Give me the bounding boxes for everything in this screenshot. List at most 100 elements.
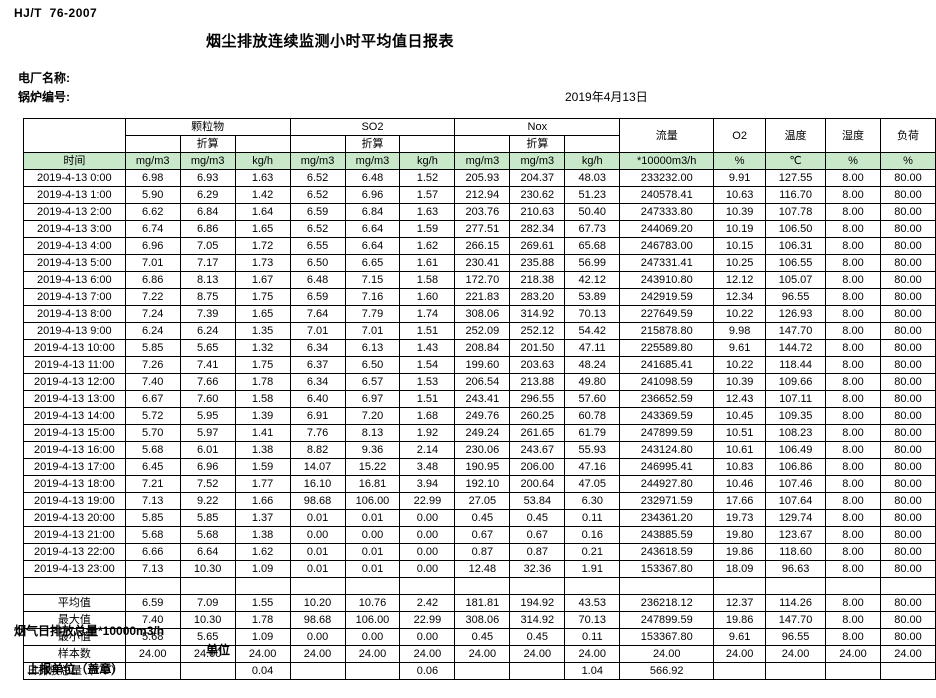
cell-value: 206.00	[509, 458, 566, 476]
page-title: 烟尘排放连续监测小时平均值日报表	[205, 33, 454, 50]
cell-value: 22.99	[399, 611, 456, 629]
cell-value: 10.25	[713, 254, 767, 272]
cell-value: 7.66	[179, 373, 236, 391]
cell-value: 24.00	[619, 645, 715, 663]
cell-value: 80.00	[879, 220, 936, 238]
cell-value: 1.09	[234, 560, 291, 578]
cell-value: 181.81	[454, 594, 511, 612]
cell-value: 7.26	[124, 356, 181, 374]
header-time-blank	[23, 118, 126, 153]
cell-value: 1.52	[399, 169, 456, 187]
cell-value: 109.66	[765, 373, 827, 391]
cell-value: 8.82	[289, 441, 346, 459]
cell-time: 2019-4-13 13:00	[23, 390, 126, 408]
cell-value: 230.62	[509, 186, 566, 204]
cell-value: 10.39	[713, 373, 767, 391]
cell-value: 47.11	[564, 339, 621, 357]
cell-value: 218.38	[509, 271, 566, 289]
cell-value	[454, 662, 511, 680]
cell-value: 7.13	[124, 492, 181, 510]
cell-value: 0.00	[289, 526, 346, 544]
header-group-nox: Nox	[454, 118, 621, 136]
header-so2-blank2	[399, 135, 456, 153]
cell-value: 6.29	[179, 186, 236, 204]
cell-value: 12.37	[713, 594, 767, 612]
cell-value: 9.98	[713, 322, 767, 340]
cell-value: 190.95	[454, 458, 511, 476]
cell-value: 8.00	[825, 356, 881, 374]
cell-time: 2019-4-13 7:00	[23, 288, 126, 306]
cell-value: 5.97	[179, 424, 236, 442]
cell-value: 106.50	[765, 220, 827, 238]
unit-nox-mgm3: mg/m3	[454, 152, 511, 170]
cell-value: 1.38	[234, 441, 291, 459]
cell-value: 12.43	[713, 390, 767, 408]
cell-value: 7.01	[124, 254, 181, 272]
unit-temperature: ℃	[765, 152, 827, 170]
data-row: 2019-4-13 1:00 5.90 6.29 1.42 6.52 6.96 1.57 21…	[23, 186, 936, 204]
cell-value: 6.13	[344, 339, 401, 357]
cell-value: 1.35	[234, 322, 291, 340]
cell-value: 1.78	[234, 611, 291, 629]
cell-value: 24.00	[454, 645, 511, 663]
cell-value: 244069.20	[619, 220, 715, 238]
cell-value: 24.00	[564, 645, 621, 663]
unit-particulate-mgm3: mg/m3	[124, 152, 181, 170]
cell-value: 10.15	[713, 237, 767, 255]
cell-value: 6.64	[179, 543, 236, 561]
cell-value: 24.00	[234, 645, 291, 663]
cell-value: 7.40	[124, 611, 181, 629]
data-row: 2019-4-13 23:00 7.13 10.30 1.09 0.01 0.01 0.00…	[23, 560, 936, 578]
cell-value: 6.34	[289, 373, 346, 391]
cell-value: 6.97	[344, 390, 401, 408]
cell-value: 0.21	[564, 543, 621, 561]
data-row: 2019-4-13 13:00 6.67 7.60 1.58 6.40 6.97 1.51 2…	[23, 390, 936, 408]
cell-value: 24.00	[509, 645, 566, 663]
cell-value: 1.92	[399, 424, 456, 442]
cell-time: 2019-4-13 20:00	[23, 509, 126, 527]
cell-time: 2019-4-13 14:00	[23, 407, 126, 425]
cell-value: 236218.12	[619, 594, 715, 612]
cell-value: 6.86	[179, 220, 236, 238]
header-row-units: 时间 mg/m3 mg/m3 kg/h mg/m3 mg/m3 kg/h mg/…	[23, 152, 936, 170]
cell-value: 0.45	[509, 509, 566, 527]
cell-value: 0.00	[399, 543, 456, 561]
cell-value: 8.00	[825, 169, 881, 187]
cell-value: 8.00	[825, 339, 881, 357]
cell-value: 6.96	[124, 237, 181, 255]
cell-value: 80.00	[879, 594, 936, 612]
header-so2-converted: 折算	[344, 135, 401, 153]
cell-value: 7.64	[289, 305, 346, 323]
cell-value	[879, 662, 936, 680]
cell-value: 8.00	[825, 458, 881, 476]
cell-value: 7.79	[344, 305, 401, 323]
cell-value: 6.52	[289, 220, 346, 238]
cell-value: 7.52	[179, 475, 236, 493]
cell-blank	[509, 577, 566, 595]
unit-so2-mgm3: mg/m3	[289, 152, 346, 170]
cell-value: 243.41	[454, 390, 511, 408]
cell-value: 249.76	[454, 407, 511, 425]
cell-value: 6.84	[179, 203, 236, 221]
cell-value: 0.11	[564, 509, 621, 527]
cell-time: 2019-4-13 19:00	[23, 492, 126, 510]
cell-value: 106.49	[765, 441, 827, 459]
cell-value: 12.48	[454, 560, 511, 578]
cell-value: 8.00	[825, 186, 881, 204]
cell-value: 1.57	[399, 186, 456, 204]
cell-value: 129.74	[765, 509, 827, 527]
header-group-humidity: 湿度	[825, 118, 881, 153]
cell-value: 242919.59	[619, 288, 715, 306]
data-row: 2019-4-13 9:00 6.24 6.24 1.35 7.01 7.01 1.51 25…	[23, 322, 936, 340]
cell-blank	[234, 577, 291, 595]
cell-value: 80.00	[879, 407, 936, 425]
unit-humidity: %	[825, 152, 881, 170]
cell-value: 6.96	[344, 186, 401, 204]
cell-value: 8.00	[825, 424, 881, 442]
cell-value: 0.11	[564, 628, 621, 646]
cell-value: 308.06	[454, 305, 511, 323]
cell-value: 0.67	[454, 526, 511, 544]
cell-value: 203.76	[454, 203, 511, 221]
cell-value: 9.22	[179, 492, 236, 510]
cell-value: 10.61	[713, 441, 767, 459]
